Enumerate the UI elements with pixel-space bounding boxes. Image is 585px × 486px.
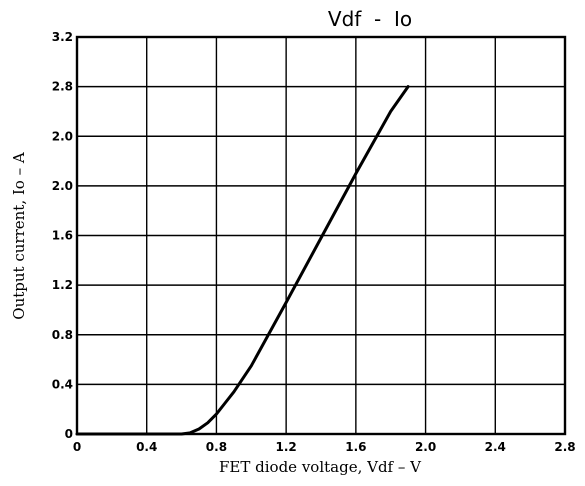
x-tick-label: 2.0 [415,440,436,454]
y-axis-label: Output current, Io – A [10,152,28,320]
x-tick-labels: 0 0.4 0.8 1.2 1.6 2.0 2.4 2.8 [73,440,576,454]
x-axis-label: FET diode voltage, Vdf – V [219,458,422,476]
x-tick-label: 2.8 [554,440,575,454]
chart-title: Vdf - Io [328,7,412,31]
grid [77,37,565,434]
y-tick-label: 3.2 [52,30,73,44]
y-tick-label: 1.2 [52,278,73,292]
x-tick-label: 1.2 [276,440,297,454]
x-tick-label: 0 [73,440,81,454]
y-tick-label: 2.0 [52,179,73,193]
y-tick-label: 2.0 [52,129,73,143]
y-tick-label: 0.4 [52,377,73,391]
x-tick-label: 1.6 [345,440,366,454]
x-tick-label: 0.4 [136,440,157,454]
x-tick-label: 2.4 [485,440,506,454]
y-tick-labels: 0 0.4 0.8 1.2 1.6 2.0 2.0 2.8 3.2 [52,30,73,441]
plot-frame [75,35,567,436]
y-tick-label: 0 [65,427,73,441]
y-tick-label: 1.6 [52,229,73,243]
x-tick-label: 0.8 [206,440,227,454]
y-tick-label: 0.8 [52,328,73,342]
y-tick-label: 2.8 [52,80,73,94]
series-line [75,85,410,436]
